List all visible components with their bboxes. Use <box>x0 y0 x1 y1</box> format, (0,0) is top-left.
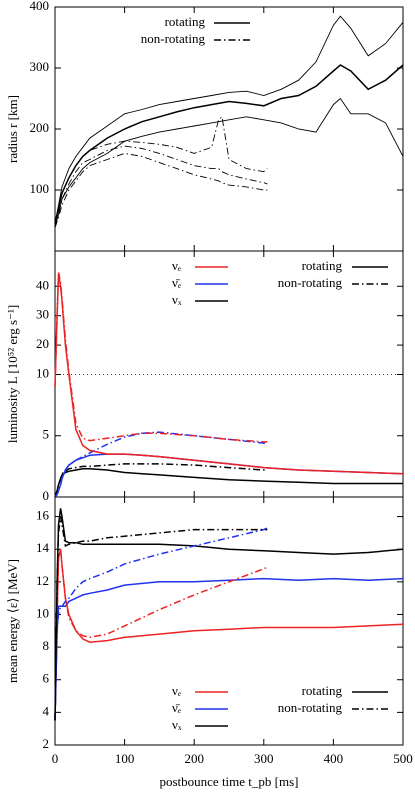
legend-label: non-rotating <box>141 31 206 46</box>
y-tick-label: 10 <box>36 605 49 620</box>
legend-label: non-rotating <box>278 275 343 290</box>
legend-label: νₑ <box>172 683 182 698</box>
y-tick-label: 2 <box>43 736 50 751</box>
legend-label: ν̄ₑ <box>172 700 182 715</box>
data-line <box>54 468 403 498</box>
legend-label: νₑ <box>172 258 182 273</box>
plot-frame <box>54 6 404 252</box>
y-tick-label: 30 <box>36 307 49 322</box>
data-line <box>54 152 268 228</box>
legend-label: rotating <box>302 683 343 698</box>
legend-label: rotating <box>302 258 343 273</box>
x-tick-label: 400 <box>324 751 344 766</box>
legend-label: νₓ <box>172 717 182 732</box>
y-axis-label: radius r [km] <box>5 95 20 163</box>
y-tick-label: 300 <box>30 59 50 74</box>
x-tick-label: 200 <box>184 751 204 766</box>
x-tick-label: 100 <box>115 751 135 766</box>
plot-frame <box>54 496 404 746</box>
y-tick-label: 0 <box>43 488 50 503</box>
panel: 0 5 10 20 30 40 luminosity L [10⁵² erg s⁻¹] νₑ ν… <box>5 250 404 503</box>
panel: 100 200 300 400 radius r [km] rotating non-rot… <box>5 0 404 252</box>
y-tick-label: 10 <box>36 365 49 380</box>
y-tick-label: 16 <box>36 508 50 523</box>
data-line <box>54 549 404 721</box>
legend-label: ν̄ₑ <box>172 275 182 290</box>
data-line <box>54 516 268 721</box>
data-line <box>54 64 404 224</box>
data-line <box>54 115 268 227</box>
panel: 2 4 6 8 10 12 14 16 0 100 200 300 400 500 mean energy … <box>5 496 413 789</box>
data-line <box>54 527 268 721</box>
legend-label: rotating <box>165 14 206 29</box>
y-tick-label: 4 <box>43 703 50 718</box>
data-line <box>54 15 404 224</box>
y-tick-label: 6 <box>43 671 50 686</box>
data-line <box>54 271 268 443</box>
legend-label: νₓ <box>172 292 182 307</box>
data-line <box>54 453 404 498</box>
data-line <box>54 508 404 721</box>
y-tick-label: 8 <box>43 638 50 653</box>
data-line <box>54 97 404 227</box>
y-tick-label: 14 <box>36 540 50 555</box>
x-tick-label: 0 <box>52 751 59 766</box>
y-tick-label: 100 <box>30 181 50 196</box>
y-axis-label: luminosity L [10⁵² erg s⁻¹] <box>5 305 20 443</box>
y-tick-label: 5 <box>43 427 50 442</box>
plot-frame <box>54 250 404 498</box>
x-tick-label: 300 <box>254 751 274 766</box>
y-tick-label: 12 <box>36 573 49 588</box>
data-line <box>54 463 268 498</box>
x-tick-label: 500 <box>393 751 413 766</box>
y-tick-label: 400 <box>30 0 50 13</box>
y-tick-label: 20 <box>36 336 49 351</box>
x-axis-label: postbounce time t_pb [ms] <box>159 774 298 789</box>
y-tick-label: 200 <box>30 120 50 135</box>
data-line <box>54 549 268 721</box>
data-line <box>54 145 268 227</box>
legend-label: non-rotating <box>278 700 343 715</box>
y-tick-label: 40 <box>36 277 49 292</box>
data-line <box>54 577 404 721</box>
y-axis-label: mean energy ⟨ε⟩ [MeV] <box>5 559 20 683</box>
